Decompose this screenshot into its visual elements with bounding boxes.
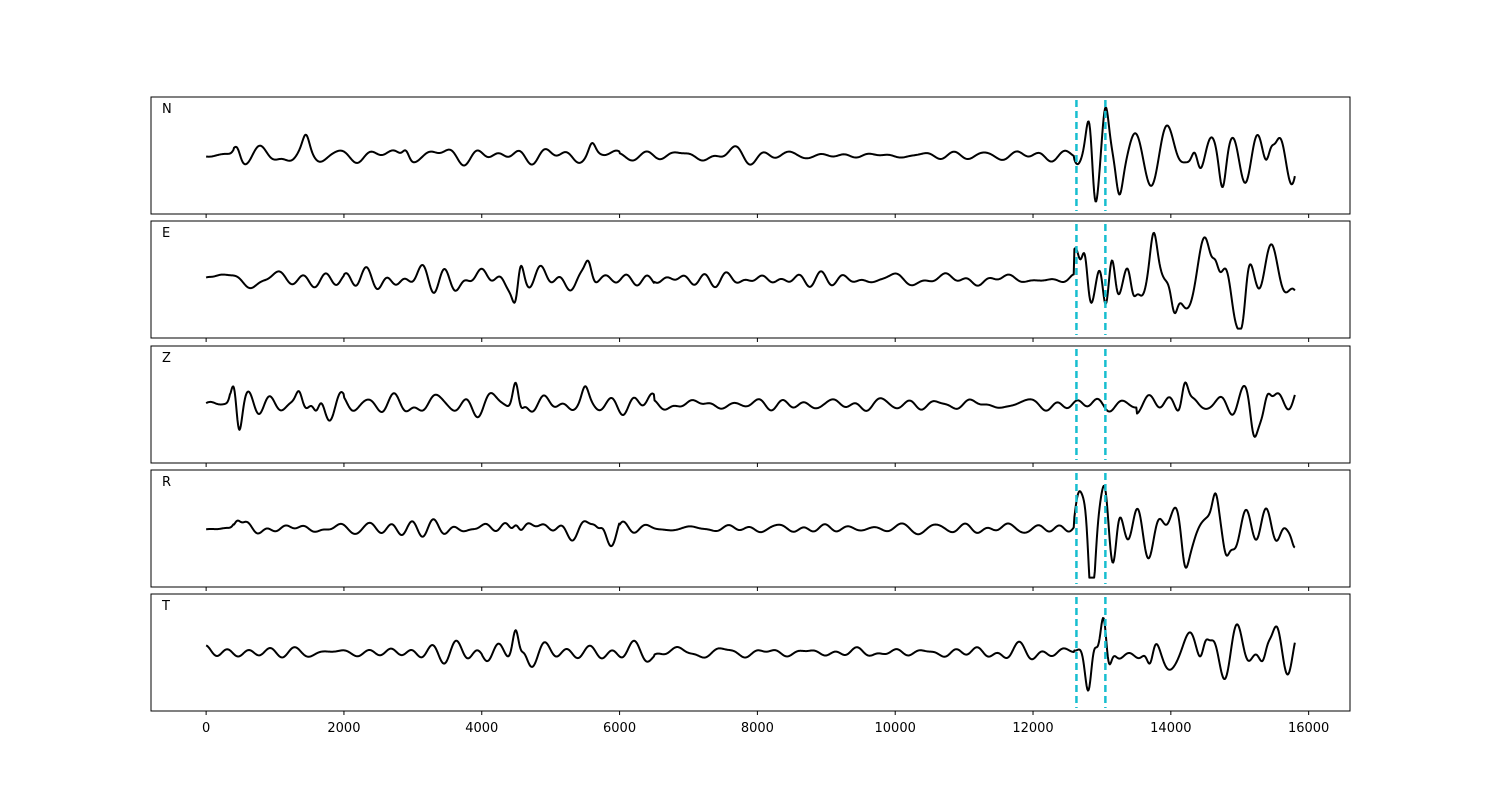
panel-t: T xyxy=(150,593,1351,715)
trace-line-t xyxy=(205,617,1296,692)
panel-n: N xyxy=(150,96,1351,218)
x-tick-label: 10000 xyxy=(875,721,916,736)
x-tick-label: 2000 xyxy=(327,721,360,736)
panel-label: N xyxy=(162,102,172,117)
panel-frame xyxy=(150,96,1351,215)
panel-label: E xyxy=(162,226,170,241)
trace-line-z xyxy=(205,381,1296,438)
x-tick-label: 14000 xyxy=(1150,721,1191,736)
x-axis: 0 2000 4000 6000 8000 10000 12000 14000 16000 xyxy=(202,721,1329,736)
x-tick-label: 16000 xyxy=(1288,721,1329,736)
panel-z: Z xyxy=(150,345,1351,467)
panel-frame xyxy=(150,220,1351,339)
panel-label: Z xyxy=(162,351,171,366)
x-tick-label: 12000 xyxy=(1012,721,1053,736)
panel-frame xyxy=(150,593,1351,712)
x-tick-label: 0 xyxy=(202,721,210,736)
panel-frame xyxy=(150,345,1351,464)
x-tick-label: 6000 xyxy=(603,721,636,736)
trace-line-e xyxy=(205,231,1296,330)
panel-label: T xyxy=(161,599,170,614)
x-tick-label: 8000 xyxy=(741,721,774,736)
x-tick-label: 4000 xyxy=(465,721,498,736)
panel-frame xyxy=(150,469,1351,588)
trace-line-r xyxy=(205,484,1296,579)
trace-line-n xyxy=(205,106,1296,203)
panel-e: E xyxy=(150,220,1351,342)
panel-label: R xyxy=(162,475,171,490)
panels-group: N E Z R T xyxy=(150,96,1351,715)
panel-r: R xyxy=(150,469,1351,591)
